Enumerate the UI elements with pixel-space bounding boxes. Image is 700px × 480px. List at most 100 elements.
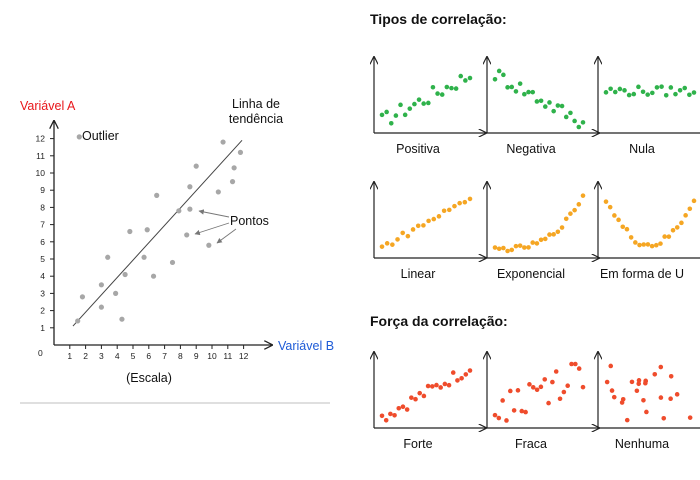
mini-data-point [511,408,517,413]
mini-data-point [517,243,523,248]
mini-data-point [674,392,680,397]
mini-data-point [534,99,540,104]
data-point [79,294,86,300]
outlier-label: Outlier [82,129,119,143]
data-point [187,206,193,212]
mini-data-point [612,213,617,218]
mini-data-point [658,364,664,370]
mini-data-point [413,396,418,402]
mini-data-point [650,90,655,96]
mini-data-point [459,375,464,381]
mini-data-point [551,108,556,114]
mini-chart-nenhuma: Nenhuma [598,352,700,451]
mini-data-point [559,103,565,109]
mini-data-point [425,383,431,389]
mini-data-point [683,213,688,218]
mini-data-point [467,368,473,373]
mini-data-point [446,382,452,388]
x-tick-label: 8 [178,351,183,361]
y-tick-label: 4 [40,271,45,281]
mini-data-point [505,248,510,254]
mini-data-point [580,120,586,125]
data-point [141,254,147,260]
mini-data-point [463,372,469,377]
mini-data-point [393,113,399,118]
mini-data-point [658,241,663,246]
mini-data-point [691,198,697,204]
mini-data-point [620,396,626,402]
mini-data-point [415,223,421,229]
data-point [215,189,221,195]
data-point [193,163,199,169]
mini-data-point [624,226,630,232]
mini-data-point [628,235,634,240]
mini-data-point [611,394,617,400]
mini-data-point [679,220,684,226]
mini-data-point [608,363,614,369]
mini-data-point [674,225,680,230]
y-tick-label: 7 [40,220,45,230]
panel-label: Nula [629,142,655,156]
mini-data-point [416,97,422,102]
mini-data-point [659,84,664,89]
points-label: Pontos [230,214,269,228]
data-point [237,149,244,155]
mini-data-point [542,377,548,382]
mini-data-point [530,385,536,390]
mini-chart-nula: Nula [598,57,700,156]
mini-data-point [530,89,536,95]
panel-label: Nenhuma [615,437,669,451]
mini-data-point [523,409,528,415]
x-tick-label: 3 [99,351,104,361]
mini-data-point [555,229,561,235]
panel-label: Forte [403,437,432,451]
data-point [220,139,226,145]
mini-data-point [412,101,417,107]
mini-data-point [546,400,551,406]
mini-chart-exponencial: Exponencial [487,182,599,281]
mini-data-point [666,234,672,239]
mini-data-point [534,241,540,246]
x-tick-label: 12 [239,351,249,361]
mini-data-point [636,84,641,90]
mini-data-point [384,109,389,115]
mini-data-point [450,370,456,375]
mini-data-point [392,413,397,418]
mini-data-point [388,411,393,417]
mini-data-point [652,371,658,377]
mini-data-point [444,84,450,90]
mini-data-point [691,90,697,95]
mini-data-point [395,237,400,242]
mini-data-point [517,81,523,86]
mini-data-point [637,242,642,248]
mini-data-point [687,206,693,212]
mini-data-point [508,388,513,394]
mini-data-point [649,243,655,249]
mini-data-point [522,91,527,97]
data-point [169,259,176,266]
data-point [206,242,212,248]
mini-data-point [569,361,574,367]
x-tick-label: 9 [194,351,199,361]
data-point [176,208,182,214]
mini-data-point [441,208,447,214]
mini-data-point [561,389,567,395]
mini-data-point [661,415,667,421]
mini-data-point [563,216,569,222]
mini-data-point [542,236,548,242]
mini-data-point [580,384,586,390]
y-tick-label: 11 [36,151,45,161]
mini-data-point [604,379,610,385]
mini-data-point [398,102,403,108]
mini-data-point [668,85,674,90]
mini-data-point [645,242,651,247]
x-tick-label: 11 [223,351,232,361]
mini-data-point [645,92,650,97]
y-tick-label: 10 [36,168,46,178]
mini-data-point [565,383,570,389]
mini-data-point [402,112,408,118]
mini-data-point [438,385,443,390]
mini-data-point [421,223,426,228]
mini-data-point [515,388,521,393]
